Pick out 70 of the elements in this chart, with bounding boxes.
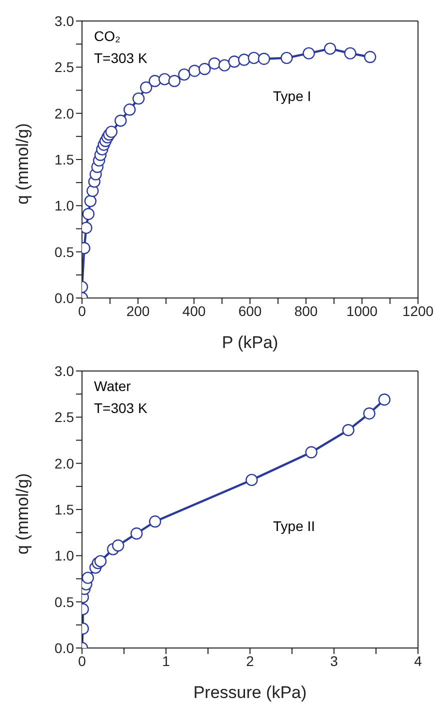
y-axis-title: q (mmol/g) (13, 473, 32, 554)
point (258, 52, 270, 65)
point (208, 57, 221, 70)
point (82, 208, 95, 220)
y-tick-label: 0.0 (54, 290, 74, 306)
y-tick-label: 3.0 (54, 12, 74, 29)
y-tick-label: 1.5 (54, 151, 74, 168)
point (228, 56, 240, 68)
point (82, 572, 94, 584)
point (188, 64, 201, 77)
y-tick-label: 2.5 (54, 59, 74, 76)
point (324, 42, 336, 55)
y-tick-label: 2.0 (54, 105, 74, 122)
point (363, 407, 376, 420)
y-tick-label: 2.0 (54, 455, 74, 472)
y-tick-label: 3.0 (54, 362, 74, 379)
x-tick-label: 2 (246, 652, 254, 669)
point (218, 59, 231, 72)
x-tick-label: 0 (78, 652, 86, 669)
x-tick-label: 200 (126, 302, 150, 319)
x-axis-title: P (kPa) (222, 333, 278, 352)
point (305, 446, 318, 458)
point (168, 74, 180, 88)
point (364, 50, 376, 64)
y-tick-label: 1.5 (54, 501, 74, 518)
y-tick-label: 1.0 (54, 548, 74, 564)
x-tick-label: 0 (78, 302, 86, 319)
annotation: Type II (273, 518, 316, 534)
annotation: T=303 K (94, 400, 148, 416)
point (280, 52, 293, 64)
point (148, 515, 162, 528)
annotation: T=303 K (94, 50, 148, 66)
annotation: Type I (273, 88, 312, 104)
point (148, 74, 161, 88)
y-tick-label: 0.0 (54, 640, 74, 656)
point (132, 92, 145, 105)
point (124, 104, 136, 116)
point (344, 47, 356, 60)
point (140, 81, 152, 94)
x-tick-label: 1000 (346, 302, 378, 319)
x-tick-label: 1200 (402, 302, 434, 319)
point (238, 54, 250, 66)
point (114, 114, 127, 127)
point (112, 539, 124, 552)
point (84, 194, 96, 208)
x-axis-title: Pressure (kPa) (193, 683, 307, 702)
x-tick-label: 3 (330, 652, 338, 669)
point (378, 394, 390, 406)
point (130, 527, 143, 540)
x-tick-label: 400 (182, 302, 206, 319)
point (158, 73, 171, 86)
x-tick-label: 800 (294, 302, 318, 319)
annotation: CO₂ (94, 28, 120, 44)
y-tick-label: 1.0 (54, 198, 74, 214)
y-tick-label: 2.5 (54, 409, 74, 426)
point (248, 52, 260, 64)
y-tick-label: 0.5 (54, 244, 74, 260)
x-tick-label: 4 (414, 652, 422, 669)
point (198, 62, 211, 76)
y-axis-title: q (mmol/g) (13, 123, 32, 204)
point (342, 424, 354, 436)
annotation: Water (94, 378, 131, 394)
point (105, 126, 118, 138)
x-tick-label: 1 (162, 652, 170, 669)
y-tick-label: 0.5 (54, 594, 74, 610)
point (246, 474, 258, 486)
point (302, 47, 315, 60)
point (94, 555, 107, 568)
point (178, 68, 190, 81)
x-tick-label: 600 (238, 302, 262, 319)
